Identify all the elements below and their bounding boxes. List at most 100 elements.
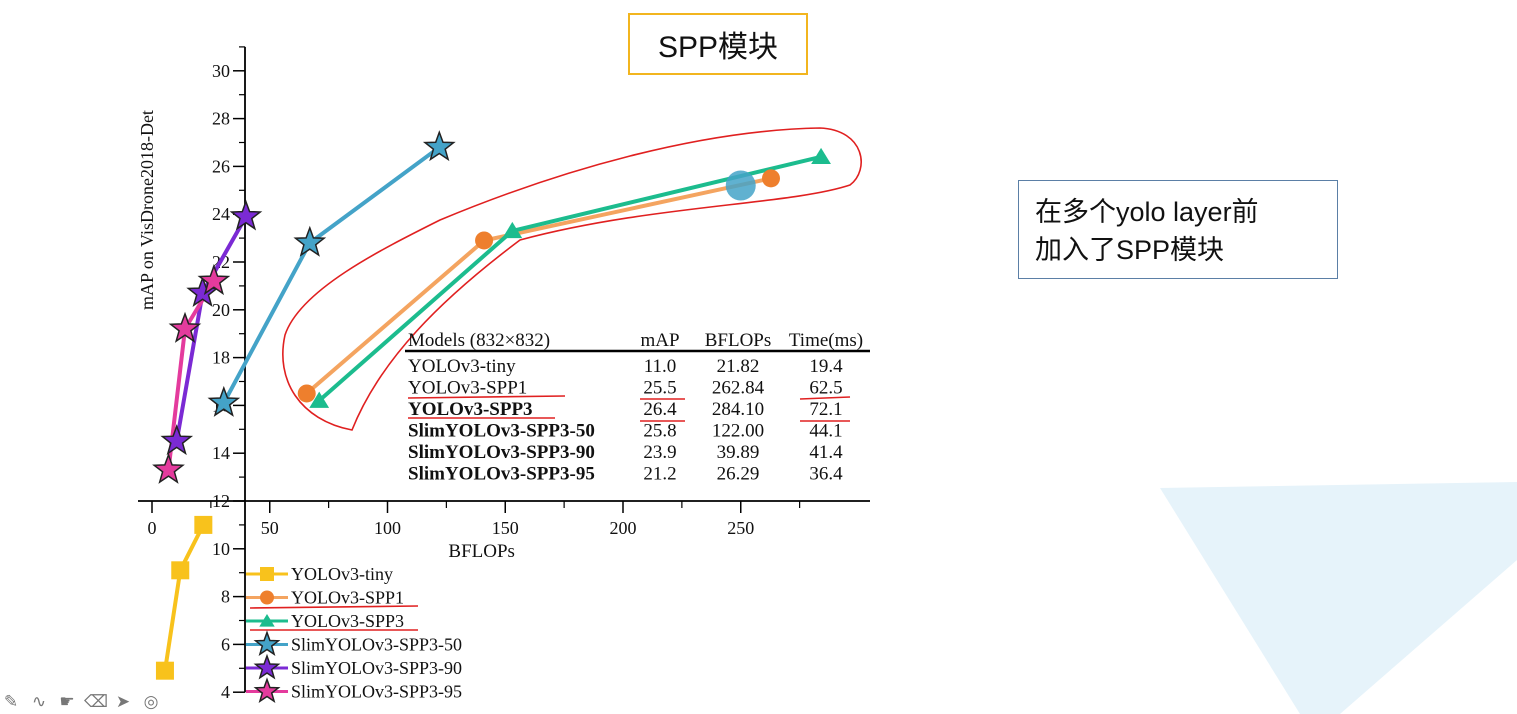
chart-legend: YOLOv3-tiny YOLOv3-SPP1 YOLOv3-SPP3 SlimYOL… — [246, 564, 462, 703]
pointer-hand-icon[interactable]: ☛ — [59, 692, 75, 711]
table-cell-bflops: 262.84 — [712, 378, 765, 399]
y-tick-label: 26 — [212, 156, 230, 176]
y-tick-label: 10 — [212, 539, 230, 559]
table-cell-bflops: 284.10 — [712, 399, 764, 420]
y-tick-label: 24 — [212, 204, 230, 224]
y-tick-label: 6 — [221, 634, 230, 654]
y-tick-label: 20 — [212, 300, 230, 320]
data-point-5-0 — [152, 452, 185, 484]
x-tick-label: 250 — [727, 518, 754, 538]
x-tick-label: 50 — [261, 518, 279, 538]
data-point-0-2 — [194, 515, 213, 534]
table-cell-bflops: 21.82 — [717, 356, 760, 377]
y-tick-label: 8 — [221, 587, 230, 607]
table-cell-bflops: 122.00 — [712, 421, 764, 442]
scribble-icon[interactable]: ∿ — [31, 692, 47, 711]
data-point-2-2 — [811, 147, 831, 165]
table-cell-time: 41.4 — [809, 442, 843, 463]
table-cell-time: 72.1 — [809, 399, 842, 420]
annotations — [249, 127, 862, 631]
table-cell-map: 23.9 — [643, 442, 676, 463]
data-point-0-0 — [155, 661, 174, 680]
table-cell-time: 36.4 — [809, 464, 843, 485]
table-cell-model: YOLOv3-tiny — [408, 356, 516, 377]
legend-marker-5 — [253, 677, 281, 703]
red-annotation-loop — [282, 127, 862, 431]
legend-label-5: SlimYOLOv3-SPP3-95 — [291, 682, 462, 702]
legend-label-0: YOLOv3-tiny — [291, 564, 393, 584]
pen-icon[interactable]: ✎ — [3, 692, 19, 711]
table-cell-model: SlimYOLOv3-SPP3-95 — [408, 464, 595, 485]
table-cell-time: 62.5 — [809, 378, 842, 399]
y-tick-label: 18 — [212, 348, 230, 368]
table-cell-map: 25.5 — [643, 378, 676, 399]
table-cell-model: SlimYOLOv3-SPP3-50 — [408, 421, 595, 442]
data-point-0-1 — [171, 561, 190, 580]
table-header-3: Time(ms) — [789, 330, 863, 351]
table-cell-model: YOLOv3-SPP3 — [408, 399, 533, 420]
data-point-2-0 — [309, 391, 330, 408]
series-line-1 — [305, 176, 772, 395]
x-axis-label: BFLOPs — [448, 541, 515, 562]
data-point-2-1 — [502, 221, 523, 239]
data-point-1-0 — [297, 384, 316, 403]
red-underline-legend — [249, 605, 419, 609]
data-point-3-1 — [293, 225, 327, 257]
table-header-0: Models (832×832) — [408, 330, 550, 351]
y-tick-label: 28 — [212, 109, 230, 129]
legend-marker-0 — [260, 567, 274, 581]
legend-marker-4 — [253, 653, 281, 680]
table-cell-bflops: 39.89 — [717, 442, 760, 463]
table-cell-bflops: 26.29 — [717, 464, 760, 485]
slide-title-text: SPP模块 — [657, 31, 779, 64]
x-tick-label: 100 — [374, 518, 401, 538]
annotation-toolbar: ✎ ∿ ☛ ⌫ ➤ ◎ — [0, 690, 180, 714]
y-tick-label: 12 — [212, 491, 230, 511]
data-point-4-0 — [160, 424, 194, 456]
data-point-1-1 — [475, 231, 494, 250]
legend-label-2: YOLOv3-SPP3 — [291, 611, 404, 631]
table-cell-model: SlimYOLOv3-SPP3-90 — [408, 442, 595, 463]
eraser-icon[interactable]: ⌫ — [84, 692, 109, 711]
note-box: 在多个yolo layer前 加入了SPP模块 — [1018, 180, 1338, 279]
data-point-1-2 — [761, 169, 780, 188]
series-line-3 — [222, 145, 441, 404]
legend-marker-3 — [253, 630, 281, 656]
table-cell-map: 21.2 — [643, 464, 676, 485]
red-underline — [799, 396, 851, 400]
legend-marker-2 — [259, 614, 275, 627]
table-header-2: BFLOPs — [705, 330, 772, 351]
data-point-5-1 — [168, 311, 202, 343]
legend-label-3: SlimYOLOv3-SPP3-50 — [291, 635, 462, 655]
note-line-2: 加入了SPP模块 — [1035, 235, 1225, 265]
legend-marker-1 — [260, 590, 274, 605]
series-markers — [152, 130, 831, 680]
y-tick-label: 14 — [212, 443, 230, 463]
cursor-icon[interactable]: ➤ — [115, 692, 131, 711]
results-table: Models (832×832) mAP BFLOPs Time(ms) YOLOv3-… — [405, 330, 870, 485]
series-line-0 — [163, 523, 206, 672]
data-point-4-2 — [229, 199, 263, 231]
table-header-1: mAP — [640, 330, 679, 351]
legend-label-1: YOLOv3-SPP1 — [291, 588, 404, 608]
y-tick-label: 4 — [221, 682, 230, 702]
data-point-5-2 — [197, 263, 231, 296]
table-cell-map: 25.8 — [643, 421, 676, 442]
x-tick-label: 150 — [492, 518, 519, 538]
x-tick-label: 0 — [148, 518, 157, 538]
y-axis-label: mAP on VisDrone2018-Det — [137, 110, 157, 310]
table-cell-time: 19.4 — [809, 356, 843, 377]
x-tick-label: 200 — [610, 518, 637, 538]
red-underline — [407, 395, 566, 399]
data-point-3-2 — [422, 130, 456, 162]
target-icon[interactable]: ◎ — [143, 692, 159, 711]
y-tick-label: 30 — [212, 61, 230, 81]
table-cell-map: 11.0 — [644, 356, 677, 377]
table-cell-model: YOLOv3-SPP1 — [408, 378, 527, 399]
data-point-3-0 — [207, 385, 241, 417]
table-cell-time: 44.1 — [809, 421, 842, 442]
slide-title: SPP模块 — [628, 13, 808, 75]
legend-label-4: SlimYOLOv3-SPP3-90 — [291, 658, 462, 678]
